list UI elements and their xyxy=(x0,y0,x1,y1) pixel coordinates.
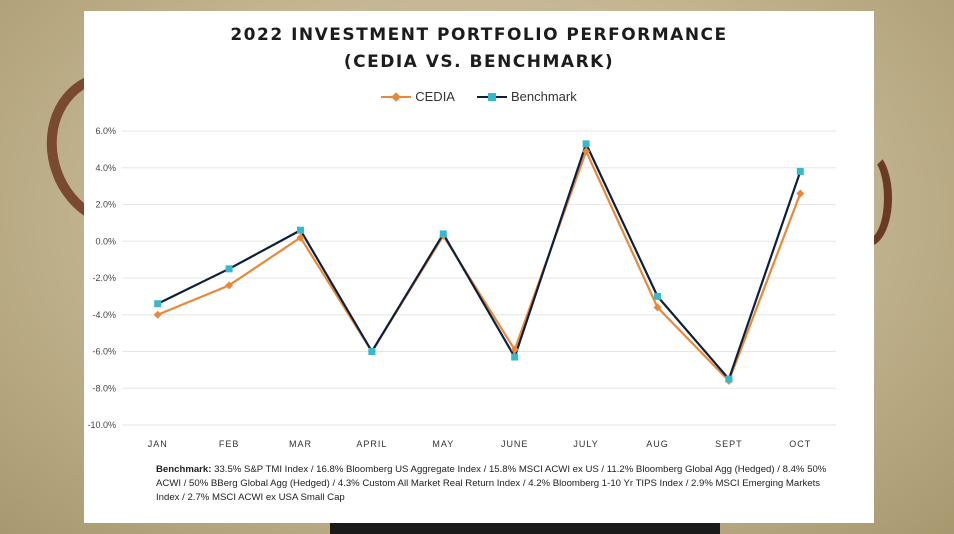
y-tick-label: 4.0% xyxy=(95,163,116,173)
chart-slide: 2022 INVESTMENT PORTFOLIO PERFORMANCE (C… xyxy=(84,11,874,523)
legend-label-cedia: CEDIA xyxy=(415,89,455,104)
legend-label-benchmark: Benchmark xyxy=(510,89,577,104)
data-point-cedia xyxy=(653,303,662,312)
y-tick-label: -6.0% xyxy=(92,347,116,357)
data-point-cedia xyxy=(153,310,162,319)
data-point-cedia xyxy=(510,345,519,354)
series-line-benchmark xyxy=(157,142,802,381)
x-tick-label: APRIL xyxy=(356,439,387,449)
chart-subtitle: (CEDIA VS. BENCHMARK) xyxy=(343,52,615,72)
x-tick-label: JAN xyxy=(148,439,168,449)
data-point-benchmark xyxy=(582,140,590,148)
line-chart: 6.0% 4.0% 2.0% 0.0% -2.0% -4.0% -6.0% -8.0% -10.… xyxy=(87,126,836,449)
legend-swatch-benchmark xyxy=(476,91,507,103)
x-tick-label: AUG xyxy=(646,439,669,449)
data-point-benchmark xyxy=(368,348,376,355)
data-point-benchmark xyxy=(439,230,447,238)
legend-item-cedia: CEDIA xyxy=(381,89,455,104)
x-tick-label: MAR xyxy=(289,439,312,449)
y-tick-label: -10.0% xyxy=(87,420,116,430)
y-tick-label: 6.0% xyxy=(95,126,116,136)
data-point-benchmark xyxy=(511,353,519,361)
x-tick-label: SEPT xyxy=(715,439,743,449)
legend-item-benchmark: Benchmark xyxy=(476,89,577,104)
footnote-label: Benchmark: xyxy=(156,464,212,475)
data-point-cedia xyxy=(582,147,591,156)
x-tick-label: JUNE xyxy=(501,439,529,449)
data-point-cedia xyxy=(225,281,234,290)
chart-title: 2022 INVESTMENT PORTFOLIO PERFORMANCE xyxy=(230,25,728,45)
data-point-cedia xyxy=(796,189,805,198)
benchmark-footnote: Benchmark: 33.5% S&P TMI Index / 16.8% B… xyxy=(156,463,846,505)
y-tick-label: 2.0% xyxy=(95,200,116,210)
data-point-benchmark xyxy=(725,375,733,383)
background-bar xyxy=(330,520,720,534)
footnote-text: 33.5% S&P TMI Index / 16.8% Bloomberg US… xyxy=(156,464,827,503)
series-line-cedia xyxy=(157,150,802,382)
y-tick-label: 0.0% xyxy=(95,236,116,246)
x-tick-label: OCT xyxy=(789,439,811,449)
x-tick-label: MAY xyxy=(432,439,454,449)
legend-swatch-cedia xyxy=(381,91,412,103)
y-tick-label: -4.0% xyxy=(92,310,116,320)
data-point-benchmark xyxy=(154,300,162,308)
y-tick-label: -8.0% xyxy=(92,383,116,393)
data-point-benchmark xyxy=(297,226,304,234)
chart-legend: CEDIA Benchmark xyxy=(84,89,874,104)
y-tick-label: -2.0% xyxy=(92,273,116,283)
data-point-benchmark xyxy=(654,292,661,300)
data-point-benchmark xyxy=(225,265,233,273)
x-tick-label: FEB xyxy=(219,439,240,449)
x-tick-label: JULY xyxy=(573,439,598,449)
data-point-cedia xyxy=(296,233,305,242)
data-point-benchmark xyxy=(796,167,804,175)
